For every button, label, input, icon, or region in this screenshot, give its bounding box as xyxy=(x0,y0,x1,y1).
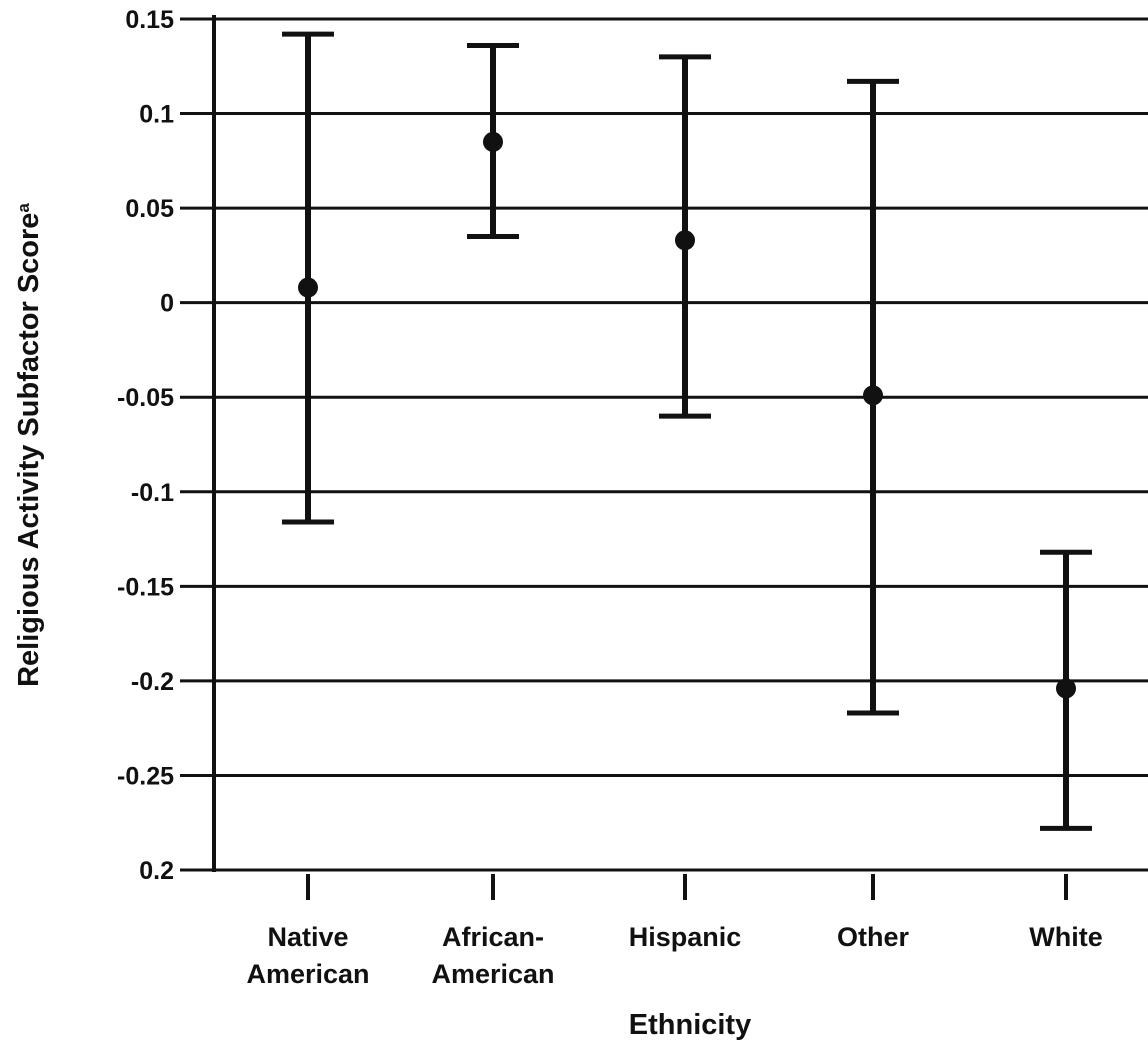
x-category-label-line: Hispanic xyxy=(629,922,742,952)
x-category-label-line: Native xyxy=(267,922,348,952)
y-tick-label: 0.2 xyxy=(139,857,174,885)
x-axis-title: Ethnicity xyxy=(629,1009,751,1041)
y-tick-label: 0 xyxy=(160,290,174,318)
mean-marker xyxy=(863,385,883,406)
mean-marker xyxy=(483,131,503,152)
error-bar-2 xyxy=(467,42,519,239)
x-category-label: Hispanic xyxy=(629,922,742,952)
y-tick-label: -0.05 xyxy=(117,384,174,412)
error-bars xyxy=(282,31,1092,831)
x-category-label-line: American xyxy=(246,959,369,989)
x-axis-ticks xyxy=(306,874,1068,900)
y-tick-label: -0.2 xyxy=(131,668,174,696)
error-bar-1 xyxy=(282,31,334,525)
gridlines xyxy=(214,17,1148,872)
y-axis-title-marker: a xyxy=(14,203,33,213)
x-category-label-line: American xyxy=(431,959,554,989)
x-category-label-line: African- xyxy=(442,922,544,952)
x-category-label-line: White xyxy=(1029,922,1103,952)
error-bar-3 xyxy=(659,54,711,419)
y-axis-title: Religious Activity Subfactor Scorea xyxy=(13,203,45,687)
x-category-label-line: Other xyxy=(837,922,910,952)
x-category-label: Native American xyxy=(246,922,369,989)
error-bar-4 xyxy=(847,78,899,716)
mean-marker xyxy=(675,230,695,251)
y-tick-label: 0.15 xyxy=(125,6,174,34)
y-tick-label: -0.1 xyxy=(131,479,174,507)
x-category-labels: Native American African- American Hispanic Ot… xyxy=(246,922,1102,989)
x-category-label: African- American xyxy=(431,922,554,989)
x-category-label: White xyxy=(1029,922,1103,952)
y-tick-label: -0.15 xyxy=(117,573,174,601)
y-tick-label: -0.25 xyxy=(117,762,174,790)
y-axis-title-text: Religious Activity Subfactor Score xyxy=(13,213,45,687)
y-axis-ticks: 0.15 0.1 0.05 0 -0.05 -0.1 -0.15 -0.2 -0.25 0.2 xyxy=(117,6,214,885)
mean-marker xyxy=(1056,678,1076,699)
error-bar-5 xyxy=(1040,549,1092,831)
mean-marker xyxy=(298,277,318,298)
x-category-label: Other xyxy=(837,922,910,952)
y-tick-label: 0.05 xyxy=(125,195,174,223)
y-tick-label: 0.1 xyxy=(139,101,174,129)
